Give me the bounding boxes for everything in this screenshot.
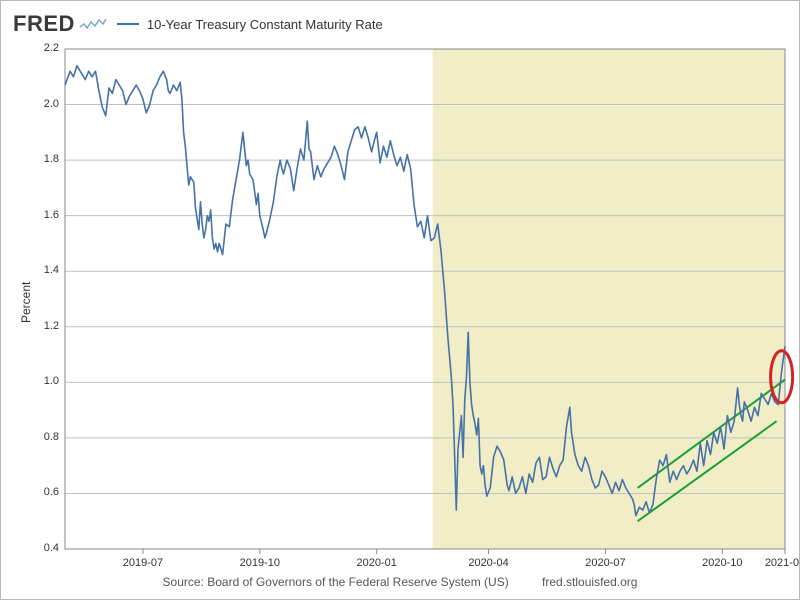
legend-label: 10-Year Treasury Constant Maturity Rate — [147, 17, 383, 32]
x-tick-label: 2020-10 — [702, 557, 742, 569]
y-tick-label: 1.4 — [19, 264, 59, 276]
y-tick-label: 1.0 — [19, 375, 59, 387]
y-tick-label: 0.4 — [19, 542, 59, 554]
y-tick-label: 2.2 — [19, 42, 59, 54]
x-tick-label: 2020-04 — [468, 557, 508, 569]
y-tick-label: 0.8 — [19, 431, 59, 443]
fred-logo: FRED — [13, 11, 75, 37]
x-tick-label: 2020-01 — [357, 557, 397, 569]
y-axis-label: Percent — [19, 282, 33, 323]
x-tick-label: 2019-10 — [240, 557, 280, 569]
x-tick-label: 2020-07 — [585, 557, 625, 569]
source-text: Source: Board of Governors of the Federa… — [163, 575, 509, 589]
x-tick-label: 2021-01 — [765, 557, 800, 569]
plot-area — [65, 49, 785, 549]
fred-logo-sparkline-icon — [79, 16, 107, 32]
chart-header: FRED 10-Year Treasury Constant Maturity … — [13, 9, 787, 39]
y-tick-label: 1.6 — [19, 209, 59, 221]
chart-container: FRED 10-Year Treasury Constant Maturity … — [0, 0, 800, 600]
y-tick-label: 0.6 — [19, 486, 59, 498]
source-line: Source: Board of Governors of the Federa… — [1, 575, 799, 589]
plot-svg — [65, 49, 785, 549]
y-tick-label: 2.0 — [19, 98, 59, 110]
legend-swatch — [117, 23, 139, 25]
source-url: fred.stlouisfed.org — [542, 575, 637, 589]
y-tick-label: 1.8 — [19, 153, 59, 165]
x-tick-label: 2019-07 — [123, 557, 163, 569]
y-tick-label: 1.2 — [19, 320, 59, 332]
